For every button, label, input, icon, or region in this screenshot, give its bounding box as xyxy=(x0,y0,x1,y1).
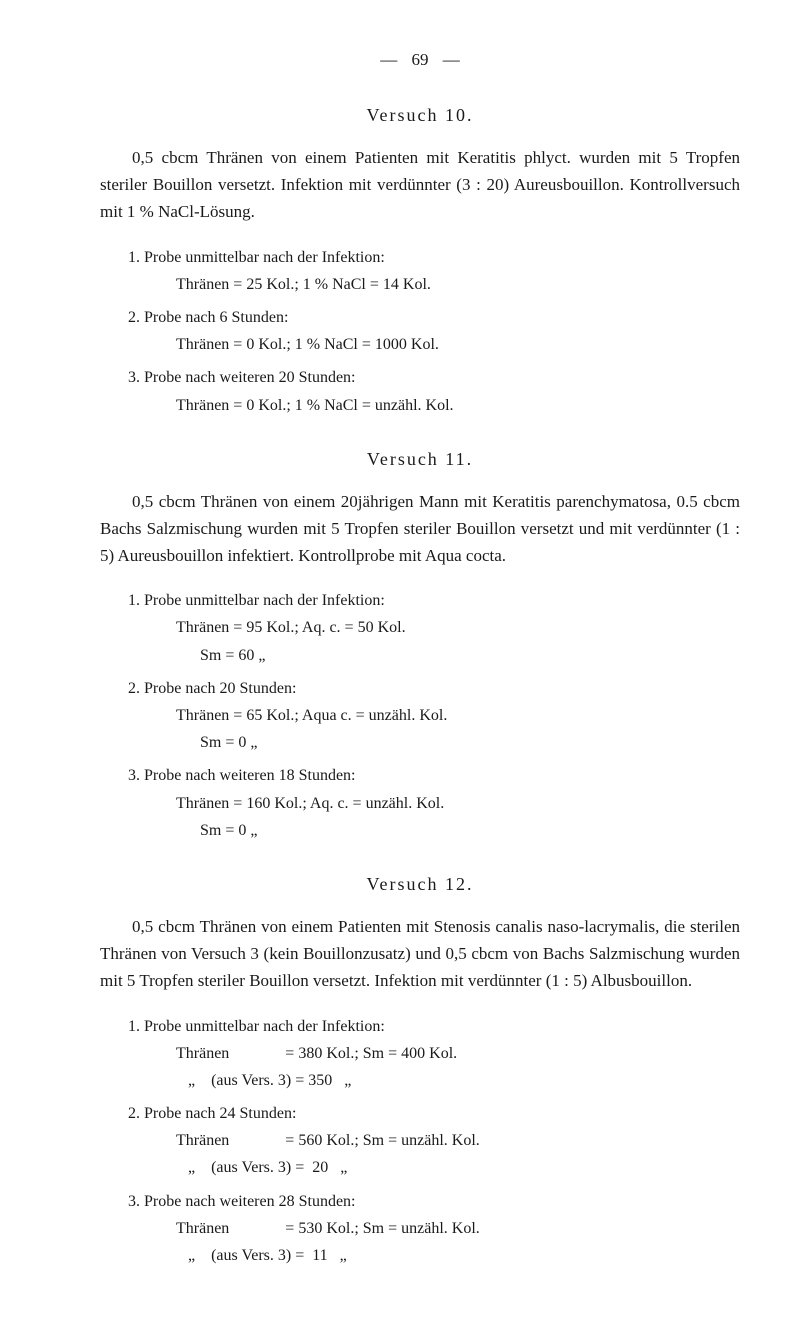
probe-line: Thränen = 0 Kol.; 1 % NaCl = 1000 Kol. xyxy=(128,331,740,358)
probe-line: 3. Probe nach weiteren 20 Stunden: xyxy=(128,364,740,391)
probe-line: Thränen = 65 Kol.; Aqua c. = unzähl. Kol… xyxy=(128,702,740,729)
versuch-11-probes: 1. Probe unmittelbar nach der Infektion:… xyxy=(128,587,740,844)
probe-line: Thränen = 160 Kol.; Aq. c. = unzähl. Kol… xyxy=(128,790,740,817)
versuch-12-probes: 1. Probe unmittelbar nach der Infektion:… xyxy=(128,1013,740,1270)
probe-line: „ (aus Vers. 3) = 20 „ xyxy=(128,1154,740,1181)
probe-line: 3. Probe nach weiteren 28 Stunden: xyxy=(128,1188,740,1215)
probe-line: Thränen = 380 Kol.; Sm = 400 Kol. xyxy=(128,1040,740,1067)
probe-line: Sm = 0 „ xyxy=(128,817,740,844)
probe-item: 3. Probe nach weiteren 20 Stunden: Thrän… xyxy=(128,364,740,418)
probe-item: 2. Probe nach 24 Stunden: Thränen = 560 … xyxy=(128,1100,740,1182)
page-container: — 69 — Versuch 10. 0,5 cbcm Thränen von … xyxy=(0,0,800,1339)
probe-line: Sm = 60 „ xyxy=(128,642,740,669)
page-number: — 69 — xyxy=(100,50,740,70)
versuch-10-title: Versuch 10. xyxy=(100,105,740,126)
probe-item: 1. Probe unmittelbar nach der Infektion:… xyxy=(128,587,740,669)
probe-item: 1. Probe unmittelbar nach der Infektion:… xyxy=(128,1013,740,1095)
probe-line: Thränen = 95 Kol.; Aq. c. = 50 Kol. xyxy=(128,614,740,641)
versuch-12-title: Versuch 12. xyxy=(100,874,740,895)
probe-line: 2. Probe nach 6 Stunden: xyxy=(128,304,740,331)
versuch-11-paragraph: 0,5 cbcm Thränen von einem 20jährigen Ma… xyxy=(100,488,740,570)
versuch-11-title: Versuch 11. xyxy=(100,449,740,470)
probe-line: Sm = 0 „ xyxy=(128,729,740,756)
probe-line: Thränen = 0 Kol.; 1 % NaCl = unzähl. Kol… xyxy=(128,392,740,419)
probe-line: 2. Probe nach 20 Stunden: xyxy=(128,675,740,702)
probe-item: 2. Probe nach 6 Stunden: Thränen = 0 Kol… xyxy=(128,304,740,358)
probe-line: Thränen = 25 Kol.; 1 % NaCl = 14 Kol. xyxy=(128,271,740,298)
probe-line: 1. Probe unmittelbar nach der Infektion: xyxy=(128,1013,740,1040)
probe-line: 2. Probe nach 24 Stunden: xyxy=(128,1100,740,1127)
probe-item: 3. Probe nach weiteren 28 Stunden: Thrän… xyxy=(128,1188,740,1270)
probe-line: 1. Probe unmittelbar nach der Infektion: xyxy=(128,587,740,614)
probe-line: Thränen = 530 Kol.; Sm = unzähl. Kol. xyxy=(128,1215,740,1242)
page-number-value: 69 xyxy=(412,50,429,69)
versuch-10-probes: 1. Probe unmittelbar nach der Infektion:… xyxy=(128,244,740,419)
versuch-10-paragraph: 0,5 cbcm Thränen von einem Patienten mit… xyxy=(100,144,740,226)
probe-line: „ (aus Vers. 3) = 350 „ xyxy=(128,1067,740,1094)
probe-line: „ (aus Vers. 3) = 11 „ xyxy=(128,1242,740,1269)
probe-item: 1. Probe unmittelbar nach der Infektion:… xyxy=(128,244,740,298)
probe-item: 3. Probe nach weiteren 18 Stunden: Thrän… xyxy=(128,762,740,844)
probe-line: Thränen = 560 Kol.; Sm = unzähl. Kol. xyxy=(128,1127,740,1154)
probe-line: 1. Probe unmittelbar nach der Infektion: xyxy=(128,244,740,271)
probe-item: 2. Probe nach 20 Stunden: Thränen = 65 K… xyxy=(128,675,740,757)
probe-line: 3. Probe nach weiteren 18 Stunden: xyxy=(128,762,740,789)
versuch-12-paragraph: 0,5 cbcm Thränen von einem Patienten mit… xyxy=(100,913,740,995)
